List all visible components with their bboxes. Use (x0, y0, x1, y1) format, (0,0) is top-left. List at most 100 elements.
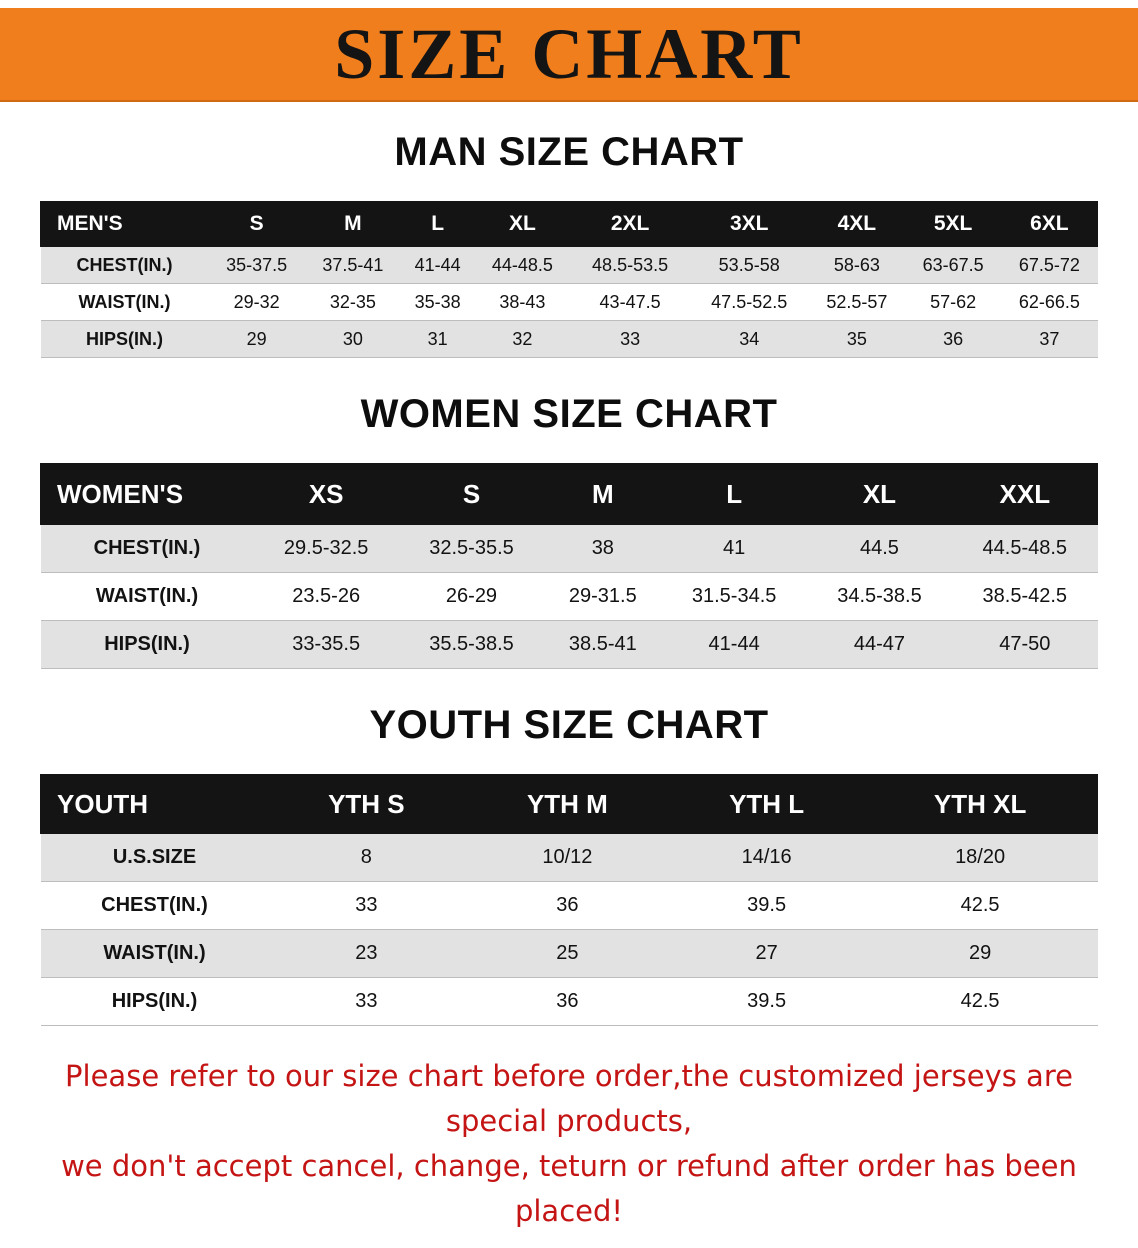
value-cell: 44-48.5 (474, 246, 571, 284)
youth-size-table: YOUTH YTH S YTH M YTH L YTH XL U.S.SIZE 8 10/12… (40, 774, 1098, 1026)
value-cell: 14/16 (670, 833, 863, 882)
table-row: CHEST(IN.) 35-37.5 37.5-41 41-44 44-48.5 48.5… (40, 246, 1098, 284)
table-row: WAIST(IN.) 23.5-26 26-29 29-31.5 31.5-34.5 34… (40, 572, 1098, 621)
value-cell: 41 (661, 524, 807, 573)
table-title-cell: WOMEN'S (40, 463, 254, 525)
value-cell: 29-31.5 (544, 572, 662, 621)
row-label-cell: CHEST(IN.) (40, 881, 269, 930)
value-cell: 35-38 (400, 283, 475, 321)
size-header-cell: YTH L (670, 774, 864, 834)
row-label-cell: CHEST(IN.) (40, 524, 254, 573)
value-cell: 58-63 (808, 246, 905, 284)
value-cell: 48.5-53.5 (570, 246, 690, 284)
size-header-cell: S (398, 463, 545, 525)
value-cell: 18/20 (862, 833, 1098, 882)
value-cell: 36 (905, 320, 1002, 358)
value-cell: 41-44 (661, 620, 807, 669)
youth-size-section: YOUTH SIZE CHART YOUTH YTH S YTH M YTH L YTH… (0, 703, 1138, 1026)
size-header-cell: M (543, 463, 662, 525)
value-cell: 8 (268, 833, 465, 882)
value-cell: 41-44 (400, 246, 475, 284)
value-cell: 35 (808, 320, 905, 358)
value-cell: 57-62 (905, 283, 1002, 321)
value-cell: 67.5-72 (1001, 246, 1098, 284)
value-cell: 38 (544, 524, 662, 573)
size-header-cell: 5XL (904, 201, 1002, 247)
value-cell: 33 (268, 881, 465, 930)
value-cell: 32.5-35.5 (398, 524, 545, 573)
women-size-table: WOMEN'S XS S M L XL XXL CHEST(IN.) 29.5-32.5 32.5… (40, 463, 1099, 669)
value-cell: 35-37.5 (208, 246, 305, 284)
size-header-cell: 4XL (808, 201, 906, 247)
table-header-row: WOMEN'S XS S M L XL XXL (40, 463, 1099, 525)
banner-title: SIZE CHART (334, 13, 804, 94)
value-cell: 31 (400, 320, 475, 358)
table-header-row: MEN'S S M L XL 2XL 3XL 4XL 5XL 6XL (40, 201, 1099, 247)
size-header-cell: L (400, 201, 475, 247)
women-section-heading: WOMEN SIZE CHART (360, 392, 778, 436)
value-cell: 23.5-26 (253, 572, 399, 621)
value-cell: 47-50 (952, 620, 1098, 669)
value-cell: 27 (670, 929, 863, 978)
size-header-cell: 2XL (570, 201, 691, 247)
row-label-cell: WAIST(IN.) (40, 929, 269, 978)
value-cell: 38.5-41 (544, 620, 662, 669)
youth-section-heading: YOUTH SIZE CHART (369, 703, 769, 747)
table-row: HIPS(IN.) 29 30 31 32 33 34 35 36 37 (40, 320, 1098, 358)
value-cell: 37 (1001, 320, 1098, 358)
value-cell: 38.5-42.5 (952, 572, 1098, 621)
women-size-section: WOMEN SIZE CHART WOMEN'S XS S M L XL XXL CHEST(… (0, 392, 1138, 669)
size-header-cell: 6XL (1000, 201, 1099, 247)
table-row: WAIST(IN.) 23 25 27 29 (40, 929, 1098, 978)
table-row: CHEST(IN.) 29.5-32.5 32.5-35.5 38 41 44.5 44.5… (40, 524, 1098, 573)
banner: SIZE CHART (0, 8, 1138, 102)
value-cell: 42.5 (862, 977, 1098, 1026)
size-header-cell: M (304, 201, 402, 247)
value-cell: 32-35 (304, 283, 401, 321)
table-row: U.S.SIZE 8 10/12 14/16 18/20 (40, 833, 1098, 882)
men-section-heading: MAN SIZE CHART (394, 130, 744, 174)
row-label-cell: HIPS(IN.) (40, 620, 254, 669)
value-cell: 29-32 (208, 283, 305, 321)
value-cell: 34.5-38.5 (806, 572, 953, 621)
size-header-cell: XXL (951, 463, 1099, 525)
value-cell: 33 (570, 320, 690, 358)
row-label-cell: WAIST(IN.) (40, 572, 254, 621)
value-cell: 39.5 (670, 977, 863, 1026)
value-cell: 29.5-32.5 (253, 524, 399, 573)
value-cell: 31.5-34.5 (661, 572, 807, 621)
men-size-table: MEN'S S M L XL 2XL 3XL 4XL 5XL 6XL CHEST(IN.) 35-37… (40, 201, 1099, 358)
value-cell: 42.5 (862, 881, 1098, 930)
table-row: HIPS(IN.) 33 36 39.5 42.5 (40, 977, 1098, 1026)
size-header-cell: 3XL (689, 201, 810, 247)
size-header-cell: L (660, 463, 808, 525)
value-cell: 25 (464, 929, 671, 978)
value-cell: 39.5 (670, 881, 863, 930)
row-label-cell: CHEST(IN.) (40, 246, 209, 284)
value-cell: 62-66.5 (1001, 283, 1098, 321)
value-cell: 32 (474, 320, 571, 358)
value-cell: 36 (464, 881, 671, 930)
value-cell: 29 (208, 320, 305, 358)
value-cell: 35.5-38.5 (398, 620, 545, 669)
size-header-cell: XL (473, 201, 572, 247)
value-cell: 23 (268, 929, 465, 978)
value-cell: 33-35.5 (253, 620, 399, 669)
value-cell: 43-47.5 (570, 283, 690, 321)
value-cell: 36 (464, 977, 671, 1026)
row-label-cell: WAIST(IN.) (40, 283, 209, 321)
value-cell: 10/12 (464, 833, 671, 882)
size-header-cell: YTH M (463, 774, 672, 834)
size-header-cell: XL (806, 463, 953, 525)
value-cell: 29 (862, 929, 1098, 978)
size-header-cell: YTH XL (862, 774, 1098, 834)
value-cell: 34 (689, 320, 809, 358)
table-row: WAIST(IN.) 29-32 32-35 35-38 38-43 43-47.5 47.… (40, 283, 1098, 321)
table-row: CHEST(IN.) 33 36 39.5 42.5 (40, 881, 1098, 930)
men-size-section: MAN SIZE CHART MEN'S S M L XL 2XL 3XL 4XL 5XL 6XL… (0, 130, 1138, 358)
footer-notice: Please refer to our size chart before or… (18, 1054, 1120, 1234)
notice-line-2: we don't accept cancel, change, teturn o… (61, 1148, 1077, 1228)
row-label-cell: HIPS(IN.) (40, 977, 269, 1026)
table-row: HIPS(IN.) 33-35.5 35.5-38.5 38.5-41 41-44 44-… (40, 620, 1098, 669)
value-cell: 30 (304, 320, 401, 358)
